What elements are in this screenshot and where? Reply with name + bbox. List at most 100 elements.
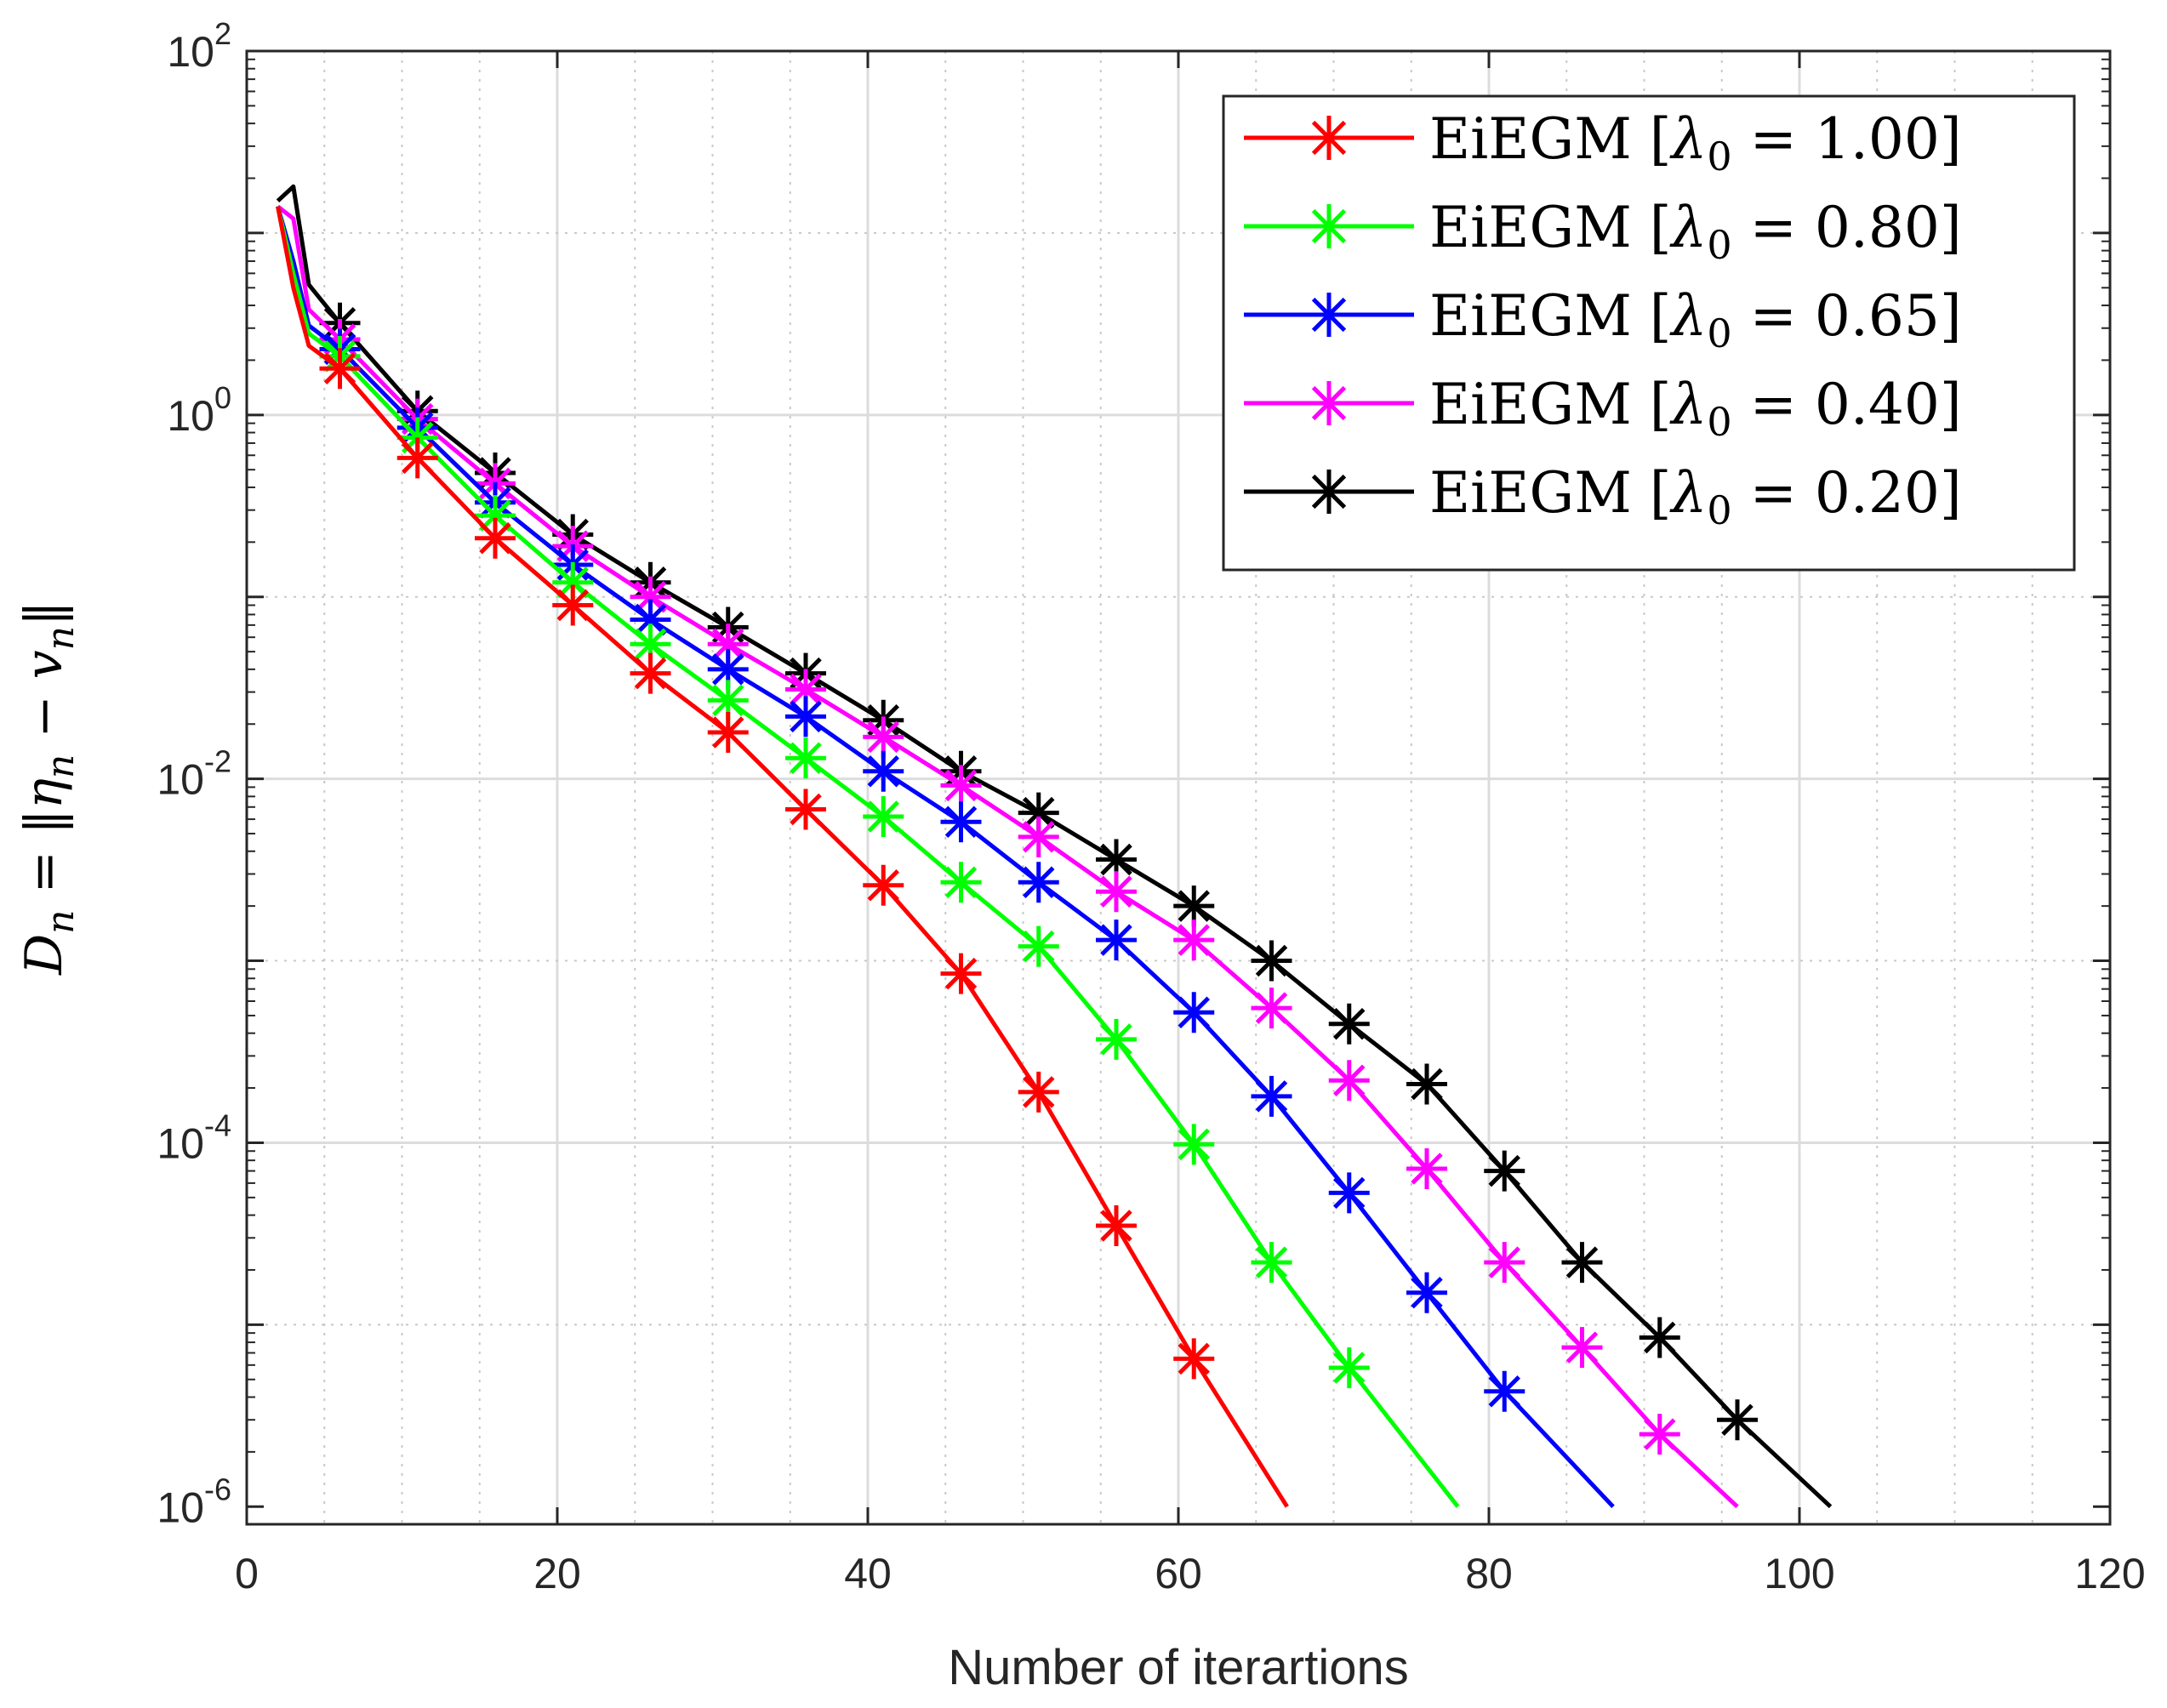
data-marker — [1406, 1272, 1447, 1313]
marker-stroke — [556, 589, 589, 622]
data-marker — [1018, 816, 1059, 857]
data-marker — [785, 696, 826, 737]
legend-value: = 0.40] — [1732, 372, 1962, 437]
marker-stroke — [790, 742, 822, 774]
legend-value: = 0.20] — [1732, 460, 1962, 526]
marker-stroke — [1311, 120, 1347, 156]
x-tick-label: 80 — [1465, 1550, 1513, 1597]
marker-stroke — [712, 628, 744, 661]
data-marker — [552, 561, 594, 603]
data-marker — [1307, 293, 1351, 337]
data-marker — [396, 437, 438, 479]
legend-label-text: EiEGM [ — [1429, 372, 1672, 437]
marker-stroke — [1311, 297, 1347, 333]
series-2 — [276, 206, 1615, 1509]
y-tick-exponent: 2 — [214, 16, 231, 51]
data-marker — [1307, 204, 1351, 248]
marker-stroke — [1023, 866, 1055, 899]
data-marker — [863, 716, 904, 758]
marker-stroke — [1100, 843, 1132, 876]
data-marker — [1173, 1338, 1215, 1380]
data-marker — [1307, 470, 1351, 514]
data-marker — [1561, 1327, 1603, 1369]
marker-stroke — [867, 720, 899, 754]
legend-value: = 0.80] — [1732, 195, 1962, 260]
legend-label-text: EiEGM [ — [1429, 195, 1672, 260]
data-marker — [1484, 1242, 1525, 1284]
marker-stroke — [1255, 1246, 1288, 1278]
data-marker — [1173, 885, 1215, 927]
marker-stroke — [1178, 1128, 1210, 1161]
data-marker — [1018, 862, 1059, 903]
data-marker — [1639, 1414, 1680, 1455]
data-marker — [1251, 1242, 1292, 1284]
series-layer — [276, 184, 1833, 1509]
data-marker — [1096, 1204, 1137, 1246]
series-line — [276, 206, 1289, 1508]
data-marker — [1328, 1003, 1370, 1045]
marker-stroke — [712, 684, 744, 717]
marker-stroke — [1178, 924, 1210, 956]
y-axis-label: Dn = ‖ηn − vn‖ — [14, 601, 83, 976]
x-tick-label: 40 — [844, 1550, 892, 1597]
data-marker — [940, 765, 982, 806]
legend-subscript: 0 — [1707, 487, 1731, 533]
legend-entry: EiEGM [λ0 = 0.80] — [1244, 195, 1962, 268]
legend-label: EiEGM [λ0 = 0.65] — [1429, 283, 1962, 356]
data-marker — [1484, 1150, 1525, 1192]
marker-stroke — [1488, 1246, 1520, 1278]
marker-stroke — [634, 657, 667, 690]
y-tick-label: 10-6 — [157, 1472, 231, 1531]
marker-stroke — [1100, 1023, 1132, 1056]
y-tick-base: 10 — [157, 1119, 204, 1167]
data-marker — [863, 796, 904, 838]
data-marker — [1251, 940, 1292, 982]
marker-stroke — [1255, 1080, 1288, 1113]
legend-param: λ — [1669, 195, 1708, 260]
x-tick-label: 20 — [533, 1550, 581, 1597]
legend: EiEGM [λ0 = 1.00]EiEGM [λ0 = 0.80]EiEGM … — [1222, 94, 2076, 572]
marker-stroke — [1333, 1007, 1366, 1040]
legend-label-text: EiEGM [ — [1429, 283, 1672, 349]
marker-stroke — [944, 806, 978, 838]
marker-stroke — [634, 628, 667, 661]
y-tick-base: 10 — [167, 28, 214, 76]
data-marker — [1173, 919, 1215, 961]
marker-stroke — [944, 769, 978, 802]
marker-stroke — [1178, 890, 1210, 922]
legend-subscript: 0 — [1707, 222, 1731, 268]
legend-entry: EiEGM [λ0 = 0.20] — [1244, 460, 1962, 533]
data-marker — [630, 652, 671, 694]
data-marker — [319, 348, 361, 390]
data-marker — [1717, 1399, 1758, 1441]
data-marker — [1173, 992, 1215, 1033]
marker-stroke — [479, 499, 511, 532]
data-marker — [1018, 1071, 1059, 1113]
y-tick-label: 10-4 — [157, 1107, 231, 1167]
axis-ticks — [245, 49, 2112, 1524]
data-marker — [1173, 1124, 1215, 1165]
legend-subscript: 0 — [1707, 310, 1731, 356]
marker-stroke — [479, 522, 511, 555]
legend-entry: EiEGM [λ0 = 1.00] — [1244, 106, 1962, 179]
marker-stroke — [790, 700, 822, 733]
marker-stroke — [1178, 1342, 1210, 1375]
data-marker — [785, 737, 826, 779]
legend-label: EiEGM [λ0 = 0.40] — [1429, 372, 1962, 445]
data-marker — [1328, 1172, 1370, 1214]
marker-stroke — [1311, 385, 1347, 421]
marker-stroke — [1100, 924, 1132, 956]
marker-stroke — [712, 716, 744, 749]
y-tick-base: 10 — [157, 756, 204, 804]
data-marker — [940, 953, 982, 994]
marker-stroke — [944, 957, 978, 990]
marker-stroke — [1565, 1331, 1599, 1364]
data-marker — [1328, 1346, 1370, 1388]
legend-label: EiEGM [λ0 = 0.20] — [1429, 460, 1962, 533]
marker-stroke — [1411, 1068, 1443, 1101]
marker-stroke — [1100, 875, 1132, 908]
x-tick-label: 60 — [1155, 1550, 1202, 1597]
marker-stroke — [402, 441, 434, 475]
legend-label-text: EiEGM [ — [1429, 106, 1672, 172]
y-tick-base: 10 — [157, 1483, 204, 1531]
